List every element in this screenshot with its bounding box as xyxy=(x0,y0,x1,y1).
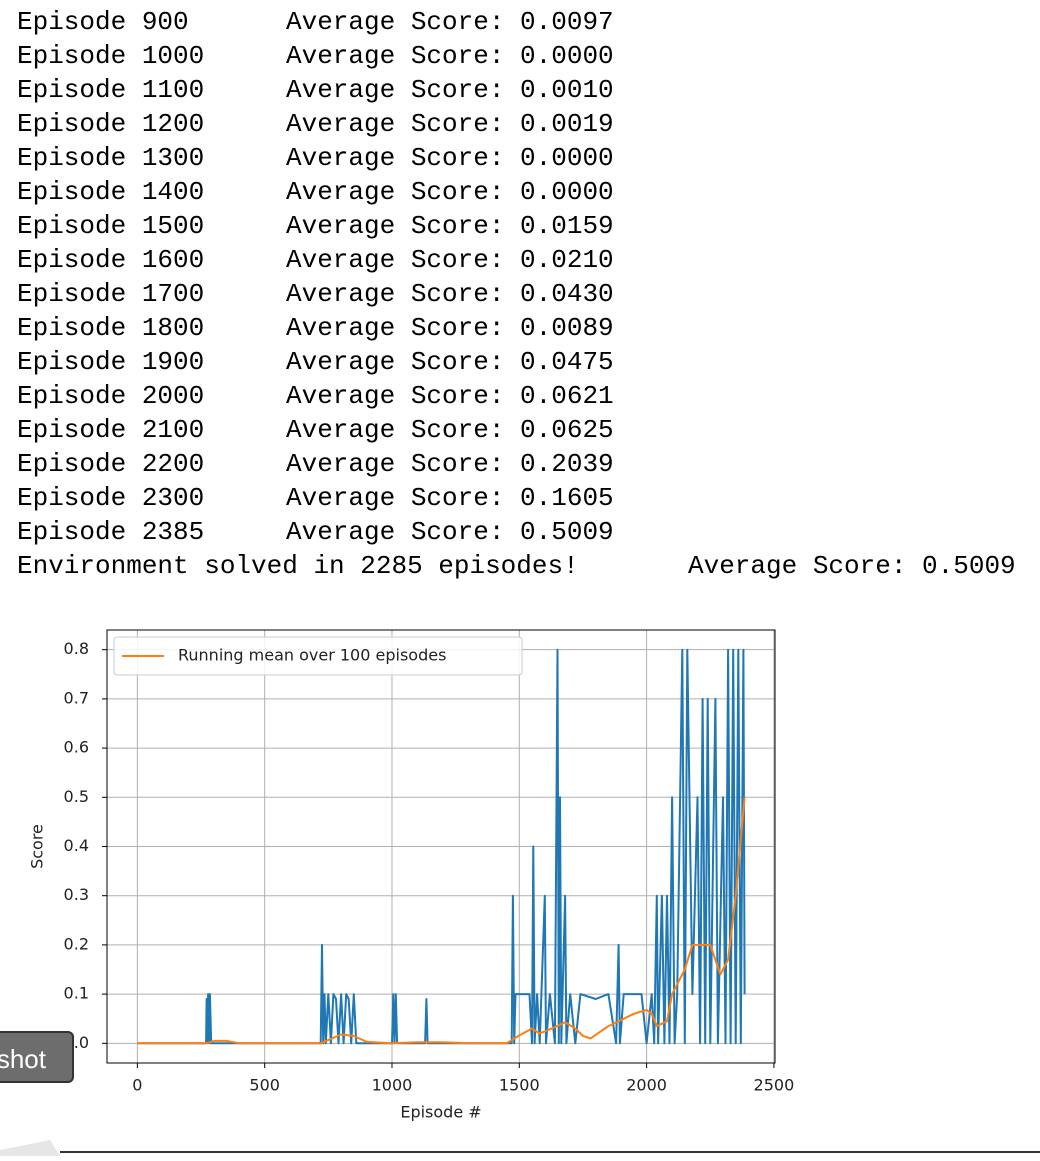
episode-label: Episode 2300 xyxy=(17,483,204,513)
average-score: Average Score: 0.2039 xyxy=(286,449,614,479)
episode-label: Episode 1600 xyxy=(17,245,204,275)
x-axis-label: Episode # xyxy=(400,1103,481,1122)
solved-message: Environment solved in 2285 episodes! xyxy=(17,551,579,581)
y-tick-label: 0.8 xyxy=(64,639,89,658)
x-tick-label: 2000 xyxy=(626,1076,667,1095)
average-score: Average Score: 0.0000 xyxy=(286,177,614,207)
average-score: Average Score: 0.0010 xyxy=(286,75,614,105)
y-tick-label: 0.6 xyxy=(64,738,89,757)
average-score: Average Score: 0.0089 xyxy=(286,313,614,343)
y-tick-label: 0.2 xyxy=(64,934,89,953)
episode-label: Episode 1800 xyxy=(17,313,204,343)
average-score: Average Score: 0.0430 xyxy=(286,279,614,309)
average-score: Average Score: 0.1605 xyxy=(286,483,614,513)
solved-score: Average Score: 0.5009 xyxy=(688,551,1016,581)
average-score: Average Score: 0.0210 xyxy=(286,245,614,275)
episode-label: Episode 900 xyxy=(17,7,189,37)
episode-label: Episode 2200 xyxy=(17,449,204,479)
average-score: Average Score: 0.0097 xyxy=(286,7,614,37)
episode-label: Episode 2000 xyxy=(17,381,204,411)
series-line xyxy=(137,648,746,1045)
episode-label: Episode 1300 xyxy=(17,143,204,173)
y-tick-label: 0.3 xyxy=(64,885,89,904)
episode-label: Episode 1200 xyxy=(17,109,204,139)
y-tick-label: 0.5 xyxy=(64,787,89,806)
episode-label: Episode 1900 xyxy=(17,347,204,377)
episode-label: Episode 1500 xyxy=(17,211,204,241)
button-label: shot xyxy=(0,1044,46,1074)
screenshot-button[interactable]: shot xyxy=(0,1031,74,1083)
average-score: Average Score: 0.0159 xyxy=(286,211,614,241)
average-score: Average Score: 0.0000 xyxy=(286,41,614,71)
x-tick-label: 500 xyxy=(249,1076,280,1095)
axes-frame xyxy=(106,629,776,1064)
episode-label: Episode 1400 xyxy=(17,177,204,207)
y-tick-label: 0.7 xyxy=(64,688,89,707)
episode-label: Episode 1000 xyxy=(17,41,204,71)
average-score: Average Score: 0.0019 xyxy=(286,109,614,139)
episode-label: Episode 1100 xyxy=(17,75,204,105)
episode-label: Episode 1700 xyxy=(17,279,204,309)
average-score: Average Score: 0.0625 xyxy=(286,415,614,445)
y-axis-label: Score xyxy=(28,824,47,869)
average-score: Average Score: 0.0000 xyxy=(286,143,614,173)
y-tick-label: 0.1 xyxy=(64,984,89,1003)
x-tick-label: 1000 xyxy=(372,1076,413,1095)
x-tick-label: 0 xyxy=(132,1076,142,1095)
legend-label: Running mean over 100 episodes xyxy=(178,646,446,665)
series-line xyxy=(137,797,746,1045)
shadow xyxy=(0,1140,60,1156)
episode-label: Episode 2385 xyxy=(17,517,204,547)
y-tick-label: 0.4 xyxy=(64,836,89,855)
x-tick-label: 1500 xyxy=(499,1076,540,1095)
legend-box xyxy=(113,636,523,676)
average-score: Average Score: 0.0621 xyxy=(286,381,614,411)
average-score: Average Score: 0.0475 xyxy=(286,347,614,377)
x-tick-label: 2500 xyxy=(754,1076,795,1095)
episode-label: Episode 2100 xyxy=(17,415,204,445)
average-score: Average Score: 0.5009 xyxy=(286,517,614,547)
